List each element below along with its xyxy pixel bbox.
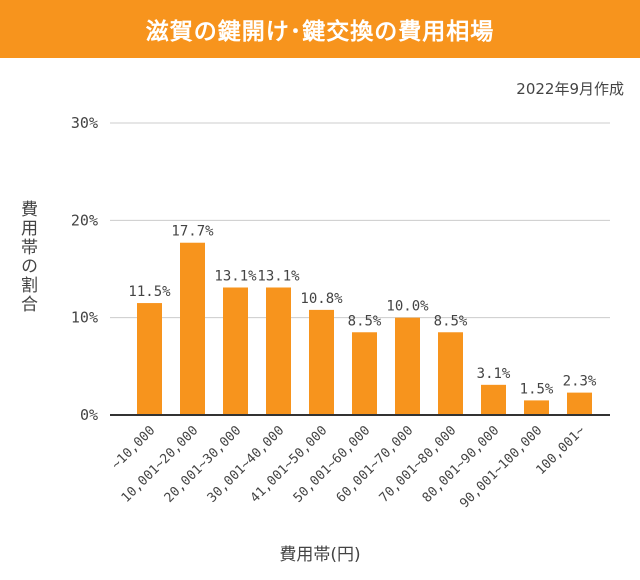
bars xyxy=(137,242,592,415)
value-label: 8.5% xyxy=(434,313,468,329)
value-label: 10.8% xyxy=(300,291,343,307)
x-tick-label: 90,001~100,000 xyxy=(457,423,545,511)
x-tick-label: 50,001~60,000 xyxy=(291,423,374,506)
y-axis-label: 費用帯の割合 xyxy=(17,200,37,314)
value-labels: 11.5%17.7%13.1% 13.1%10.8%8.5%10.0%8.5%3.… xyxy=(128,224,597,398)
x-tick-label: 41,001~50,000 xyxy=(248,423,331,506)
x-tick-label: 80,001~90,000 xyxy=(420,423,503,506)
bar xyxy=(524,400,549,415)
bar xyxy=(352,332,377,415)
value-label: 8.5% xyxy=(348,313,382,329)
bar xyxy=(137,303,162,415)
x-tick-labels: ~10,00010,001~20,00020,001~30,00030,001~… xyxy=(109,423,588,511)
bar xyxy=(481,384,506,415)
value-label: 17.7% xyxy=(171,224,214,240)
x-tick-label: 70,001~80,000 xyxy=(377,423,460,506)
value-label: 13.1% xyxy=(257,268,300,284)
bar xyxy=(438,332,463,415)
chart-title: 滋賀の鍵開け･鍵交換の費用相場 xyxy=(145,19,495,45)
value-label: 2.3% xyxy=(563,374,597,390)
bar xyxy=(395,317,420,415)
y-tick-label: 0% xyxy=(80,406,98,424)
bar xyxy=(266,287,291,415)
value-label: 10.0% xyxy=(386,299,429,315)
title-banner: 滋賀の鍵開け･鍵交換の費用相場 xyxy=(0,0,640,58)
bar xyxy=(180,242,205,415)
value-label: 13.1% xyxy=(214,268,257,284)
value-label: 1.5% xyxy=(520,381,554,397)
x-tick-label: 10,001~20,000 xyxy=(119,423,202,506)
x-tick-label: 20,001~30,000 xyxy=(162,423,245,506)
value-label: 3.1% xyxy=(477,366,511,382)
x-tick-label: 60,001~70,000 xyxy=(334,423,417,506)
y-tick-label: 10% xyxy=(71,309,98,327)
bar xyxy=(223,287,248,415)
date-note: 2022年9月作成 xyxy=(516,80,624,98)
y-tick-label: 30% xyxy=(71,114,98,132)
x-axis-label: 費用帯(円) xyxy=(279,545,361,565)
bar xyxy=(309,309,334,415)
bar xyxy=(567,392,592,415)
y-tick-labels: 0% 10% 20% 30% xyxy=(71,114,98,424)
y-tick-label: 20% xyxy=(71,211,98,229)
value-label: 11.5% xyxy=(128,284,171,300)
x-tick-label: 30,001~40,000 xyxy=(205,423,288,506)
